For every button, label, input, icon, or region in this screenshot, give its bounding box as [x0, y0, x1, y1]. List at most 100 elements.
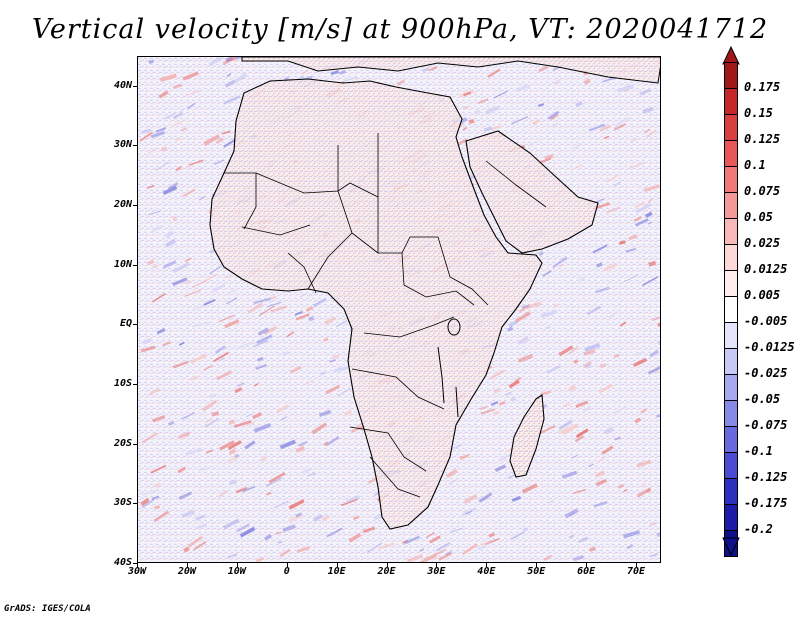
velocity-streak	[468, 118, 475, 125]
velocity-streak	[226, 297, 238, 305]
velocity-streak	[162, 341, 171, 347]
velocity-streak	[458, 138, 468, 146]
velocity-streak	[178, 491, 193, 500]
velocity-streak	[305, 306, 314, 313]
velocity-streak	[624, 274, 638, 283]
velocity-streak	[540, 309, 558, 319]
velocity-streak	[396, 79, 406, 86]
lon-tick	[436, 563, 438, 567]
lat-tick	[133, 145, 137, 147]
velocity-streak	[521, 483, 538, 494]
velocity-streak	[428, 66, 438, 72]
velocity-streak	[461, 507, 477, 517]
velocity-streak	[323, 441, 329, 446]
velocity-streak	[201, 399, 218, 412]
velocity-streak	[325, 435, 340, 447]
velocity-streak	[613, 353, 620, 359]
velocity-streak	[184, 257, 192, 263]
velocity-streak	[568, 347, 579, 355]
velocity-streak	[213, 351, 229, 363]
velocity-streak	[147, 259, 155, 266]
velocity-streak	[438, 552, 452, 561]
velocity-streak	[540, 390, 552, 396]
velocity-streak	[253, 297, 272, 305]
velocity-streak	[286, 331, 295, 338]
velocity-streak	[647, 364, 660, 375]
velocity-streak	[154, 482, 162, 488]
velocity-streak	[195, 523, 208, 530]
velocity-streak	[640, 407, 648, 414]
velocity-streak	[233, 72, 248, 84]
plot-title: Vertical velocity [m/s] at 900hPa, VT: 2…	[31, 14, 769, 45]
velocity-streak	[573, 142, 582, 150]
velocity-streak	[255, 364, 267, 370]
velocity-streak	[234, 453, 240, 459]
velocity-streak	[280, 415, 288, 421]
velocity-streak	[255, 556, 264, 562]
velocity-streak	[613, 123, 626, 131]
velocity-streak	[224, 319, 240, 329]
lat-label: 30N	[113, 139, 132, 151]
velocity-streak	[236, 523, 250, 533]
velocity-streak	[203, 365, 213, 371]
velocity-streak	[172, 262, 191, 274]
colorbar-swatch	[724, 62, 738, 89]
velocity-streak	[539, 157, 552, 164]
velocity-streak	[488, 532, 496, 538]
velocity-streak	[649, 349, 660, 358]
velocity-streak	[448, 479, 458, 485]
velocity-streak	[175, 136, 181, 142]
velocity-streak	[275, 531, 282, 535]
velocity-streak	[474, 109, 481, 115]
velocity-streak	[429, 535, 441, 544]
velocity-streak	[239, 526, 256, 538]
velocity-streak	[192, 280, 206, 288]
velocity-streak	[276, 404, 289, 414]
velocity-streak	[151, 292, 166, 303]
velocity-streak	[510, 396, 517, 402]
velocity-streak	[172, 277, 188, 286]
velocity-streak	[226, 73, 232, 77]
velocity-streak	[367, 476, 378, 485]
colorbar-label: 0.025	[744, 236, 781, 250]
velocity-streak	[622, 530, 641, 539]
velocity-streak	[511, 115, 529, 125]
velocity-streak	[266, 491, 272, 496]
velocity-streak	[228, 448, 237, 455]
velocity-streak	[639, 88, 652, 96]
velocity-streak	[552, 256, 568, 269]
velocity-streak	[222, 57, 238, 66]
velocity-streak	[181, 411, 196, 421]
colorbar	[724, 62, 738, 557]
velocity-streak	[219, 357, 225, 362]
velocity-streak	[298, 440, 308, 447]
velocity-streak	[282, 351, 290, 357]
velocity-streak	[510, 530, 525, 541]
velocity-streak	[599, 363, 607, 369]
velocity-streak	[572, 554, 585, 562]
velocity-streak	[603, 427, 614, 435]
lat-label: 20N	[113, 199, 132, 211]
velocity-streak	[348, 532, 362, 543]
velocity-streak	[589, 546, 596, 553]
velocity-streak	[517, 336, 530, 346]
colorbar-label: -0.125	[744, 470, 788, 484]
velocity-streak	[448, 444, 462, 451]
velocity-streak	[183, 546, 190, 553]
velocity-streak	[213, 159, 225, 166]
velocity-streak	[214, 345, 226, 354]
velocity-streak	[313, 514, 323, 522]
velocity-streak	[463, 91, 472, 97]
velocity-streak	[649, 522, 657, 527]
velocity-streak	[542, 270, 552, 277]
velocity-streak	[644, 128, 651, 133]
colorbar-label: -0.2	[744, 522, 773, 536]
velocity-streak	[336, 388, 352, 397]
colorbar-label: 0.125	[744, 132, 781, 146]
velocity-streak	[479, 405, 488, 410]
velocity-streak	[140, 345, 156, 353]
velocity-streak	[141, 499, 155, 509]
velocity-streak	[352, 515, 360, 520]
velocity-streak	[225, 288, 236, 296]
velocity-streak	[148, 59, 154, 65]
